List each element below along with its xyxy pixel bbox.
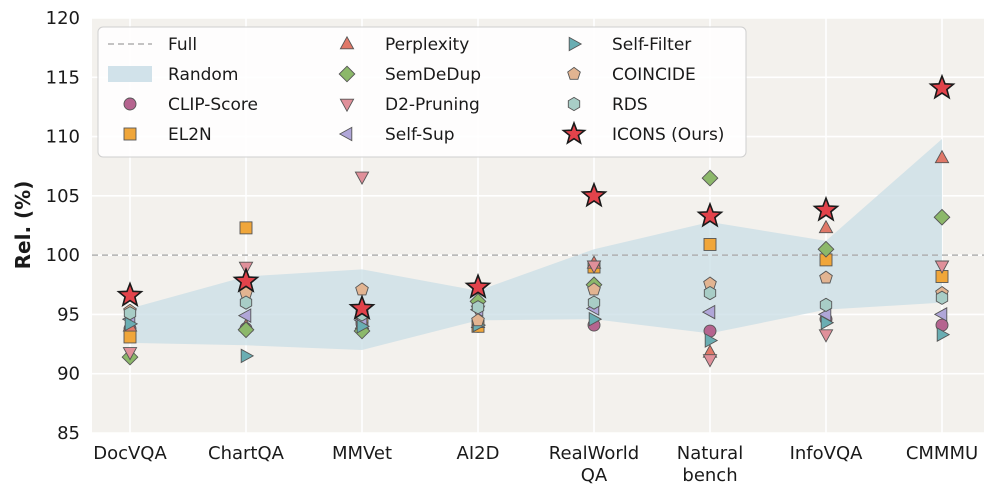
point-self-filter <box>588 311 603 327</box>
x-tick-label: DocVQA <box>93 443 167 464</box>
point-perplexity <box>818 219 834 234</box>
point-rds <box>703 285 717 301</box>
point-icons-ours <box>116 281 144 308</box>
legend-items: Full Random CLIP-Score EL2N Perplexity SemDeD… <box>108 35 724 145</box>
legend-swatch-clip-score <box>123 97 137 111</box>
random-band <box>130 138 942 350</box>
legend-label-full: Full <box>168 35 197 55</box>
x-tick-label: MMVet <box>332 443 392 464</box>
legend-swatch-el2n <box>123 127 137 141</box>
point-icons-ours <box>580 181 608 208</box>
x-ticks: DocVQA ChartQA MMVet AI2D RealWorld QA Natural… <box>93 443 978 486</box>
point-coincide <box>587 282 601 296</box>
point-coincide <box>471 313 485 327</box>
legend-label-d2-pruning: D2-Pruning <box>385 95 480 115</box>
point-self-filter <box>936 327 951 342</box>
legend-label-el2n: EL2N <box>168 125 212 145</box>
point-semdedup <box>237 321 255 339</box>
y-axis-label: Rel. (%) <box>11 181 35 270</box>
legend-swatch-perplexity <box>339 35 355 50</box>
data-points <box>116 73 956 368</box>
point-self-sup <box>701 304 716 320</box>
point-d2-pruning <box>934 260 950 274</box>
point-semdedup <box>933 208 951 226</box>
y-ticks: 85 90 95 100 105 110 115 120 <box>46 8 80 444</box>
y-tick-label: 120 <box>46 8 80 29</box>
y-tick-label: 100 <box>46 245 80 266</box>
legend: Full Random CLIP-Score EL2N Perplexity SemDeD… <box>97 26 747 158</box>
y-tick-label: 90 <box>57 364 80 385</box>
point-rds <box>239 295 253 310</box>
x-tick-label: AI2D <box>457 443 500 464</box>
point-rds <box>819 297 833 313</box>
point-icons-ours <box>928 73 956 100</box>
point-semdedup <box>701 169 719 187</box>
point-d2-pruning <box>122 347 138 361</box>
point-self-filter <box>820 315 835 331</box>
point-icons-ours <box>348 294 376 321</box>
x-tick-label: InfoVQA <box>790 443 864 464</box>
legend-swatch-random <box>108 66 152 82</box>
point-d2-pruning <box>354 171 370 186</box>
point-el2n <box>239 221 253 235</box>
point-self-filter <box>356 318 371 334</box>
point-self-filter <box>240 348 255 364</box>
point-self-filter <box>704 333 719 348</box>
point-rds <box>123 306 137 321</box>
legend-label-self-filter: Self-Filter <box>612 35 691 55</box>
point-icons-ours <box>696 201 724 228</box>
point-rds <box>935 290 949 305</box>
legend-label-self-sup: Self-Sup <box>385 125 455 145</box>
point-self-filter <box>124 316 139 332</box>
x-tick-label: ChartQA <box>208 443 285 464</box>
point-icons-ours <box>232 266 260 293</box>
point-rds <box>587 295 601 310</box>
point-rds <box>471 300 485 315</box>
legend-swatch-self-sup <box>338 126 353 142</box>
y-tick-label: 115 <box>46 67 80 88</box>
legend-swatch-d2-pruning <box>339 98 355 113</box>
point-self-sup <box>237 308 252 323</box>
legend-label-rds: RDS <box>612 95 648 115</box>
legend-label-semdedup: SemDeDup <box>385 65 481 85</box>
legend-label-icons-ours: ICONS (Ours) <box>612 125 724 145</box>
legend-box <box>97 26 747 158</box>
x-tick-label: CMMMU <box>906 443 978 464</box>
y-tick-label: 110 <box>46 127 80 148</box>
x-tick-label: Natural bench <box>677 443 743 486</box>
legend-swatch-self-filter <box>568 36 583 52</box>
legend-label-random: Random <box>168 65 238 85</box>
legend-label-coincide: COINCIDE <box>612 65 696 85</box>
legend-swatch-rds <box>567 96 581 112</box>
legend-label-perplexity: Perplexity <box>385 35 469 55</box>
y-tick-label: 85 <box>57 423 80 444</box>
y-tick-label: 95 <box>57 304 80 325</box>
point-el2n <box>703 238 717 251</box>
point-icons-ours <box>464 272 492 299</box>
point-d2-pruning <box>818 329 834 343</box>
y-tick-label: 105 <box>46 186 80 207</box>
point-self-sup <box>933 307 948 322</box>
legend-swatch-coincide <box>567 66 581 80</box>
legend-swatch-semdedup <box>338 65 356 83</box>
point-perplexity <box>934 149 950 164</box>
point-d2-pruning <box>586 260 602 274</box>
x-tick-label: RealWorld QA <box>549 443 639 486</box>
point-el2n <box>123 330 137 344</box>
point-d2-pruning <box>702 354 718 368</box>
point-semdedup <box>817 240 835 258</box>
legend-swatch-icons-ours <box>561 120 587 145</box>
legend-label-clip-score: CLIP-Score <box>168 95 258 115</box>
point-coincide <box>819 270 833 284</box>
point-icons-ours <box>812 195 840 222</box>
